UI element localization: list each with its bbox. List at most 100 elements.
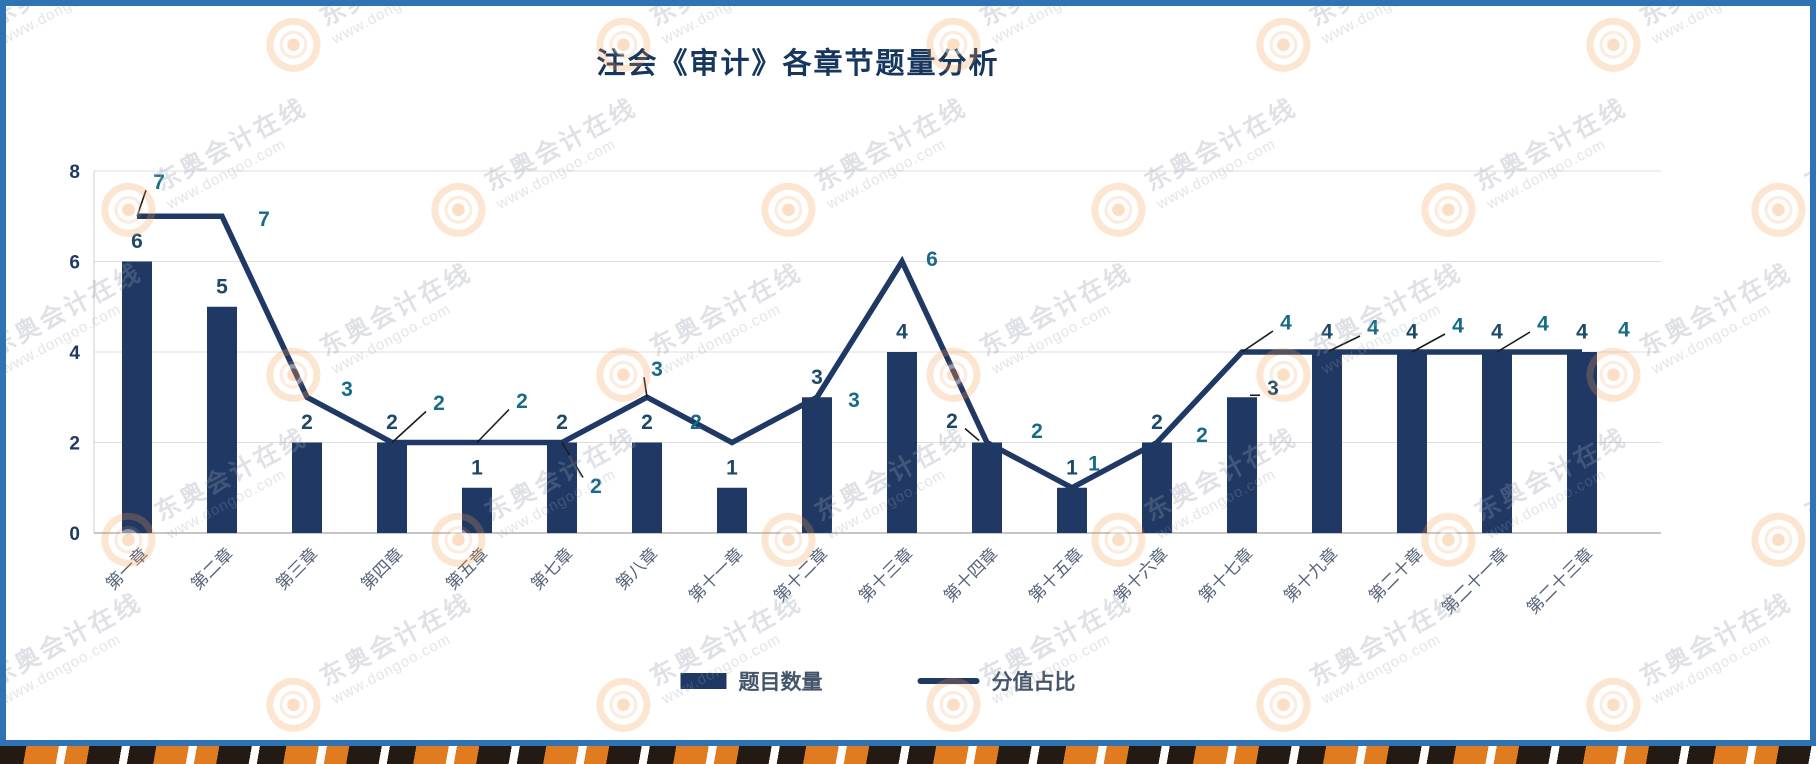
leader-line (1326, 335, 1361, 353)
x-tick-label: 第四章 (357, 544, 406, 593)
bar (802, 397, 832, 533)
x-tick-label: 第十七章 (1195, 544, 1257, 606)
line-value-label: 2 (690, 411, 702, 434)
leader-line (561, 442, 584, 478)
bar-value-label: 2 (301, 411, 313, 434)
bar (1567, 352, 1597, 533)
leader-line (643, 377, 648, 398)
x-tick-label: 第五章 (442, 544, 491, 593)
bar (122, 261, 152, 533)
bar-value-label: 2 (1151, 411, 1163, 434)
bar-value-label: 1 (726, 456, 738, 479)
y-tick-label: 6 (69, 253, 80, 274)
bar-value-label: 1 (471, 456, 483, 479)
bar-value-label: 2 (386, 411, 398, 434)
y-tick-label: 2 (69, 434, 80, 455)
bar (292, 442, 322, 533)
line-value-label: 4 (1537, 313, 1549, 336)
bar-value-label: 5 (216, 275, 228, 298)
bar (462, 487, 492, 533)
line-value-label: 1 (1088, 452, 1100, 475)
x-tick-label: 第十四章 (940, 544, 1002, 606)
chart-title: 注会《审计》各章节题量分析 (596, 48, 1000, 80)
legend-item-line: 分值占比 (917, 666, 1076, 696)
bar (887, 352, 917, 533)
legend-item-bar: 题目数量 (680, 666, 823, 696)
bar (1482, 352, 1512, 533)
x-tick-label: 第十六章 (1110, 544, 1172, 606)
line-value-label: 2 (1031, 420, 1043, 443)
x-tick-label: 第八章 (612, 544, 661, 593)
line-value-label: 2 (590, 475, 602, 498)
x-axis-labels: 第一章 第二章 第三章 第四章 第五章 第七章 第八章 第十一章 第十二章 第十三章 第十四章 第十五… (102, 544, 1596, 618)
x-tick-label: 第十五章 (1025, 544, 1087, 606)
legend-label-line: 分值占比 (991, 671, 1076, 694)
y-axis-labels: 0 2 4 6 8 (69, 162, 80, 545)
bar (1142, 442, 1172, 533)
line-value-label: 2 (516, 390, 528, 413)
y-tick-label: 4 (69, 343, 80, 364)
line-value-label: 3 (341, 378, 353, 401)
bar (547, 442, 577, 533)
leader-line (1496, 331, 1531, 353)
x-tick-label: 第七章 (527, 544, 576, 593)
line-value-label: 2 (1196, 424, 1208, 447)
bar-value-label: 1 (1066, 456, 1078, 479)
bar (1057, 487, 1087, 533)
line-value-label: 3 (848, 389, 860, 412)
bar-value-label: 4 (1406, 321, 1418, 344)
bar-value-label: 4 (896, 321, 908, 344)
bar (1312, 352, 1342, 533)
x-tick-label: 第十三章 (855, 544, 917, 606)
line-value-label: 4 (1618, 319, 1630, 342)
bar-value-label: 2 (946, 410, 958, 433)
line-swatch-icon (917, 678, 980, 684)
bar (1227, 397, 1257, 533)
x-tick-label: 第二章 (187, 544, 236, 593)
leader-line (136, 189, 147, 217)
line-value-label: 7 (153, 171, 165, 194)
bar-value-label: 3 (811, 366, 823, 389)
bar-value-label: 6 (131, 230, 143, 253)
label-leader-lines (136, 189, 1531, 478)
line-value-label: 7 (258, 208, 270, 231)
bar (377, 442, 407, 533)
bars-series (122, 261, 1597, 533)
bar-value-label: 3 (1267, 377, 1279, 400)
leader-line (391, 410, 427, 444)
x-tick-label: 第三章 (272, 544, 321, 593)
bar-value-label: 4 (1321, 321, 1333, 344)
x-tick-label: 第十九章 (1280, 544, 1342, 606)
line-value-label: 4 (1452, 315, 1464, 338)
leader-line (1411, 333, 1446, 353)
y-tick-label: 8 (69, 162, 80, 183)
chart: 0 2 4 6 8 第一章 第二章 第三章 第四章 第五章 第七章 第八章 第十一章 第十二章 第十三章 第十… (69, 162, 1661, 618)
x-tick-label: 第二十三章 (1523, 544, 1597, 618)
line-value-label: 6 (926, 248, 938, 271)
line-value-label: 2 (433, 392, 445, 415)
bar-swatch-icon (680, 673, 727, 689)
bar (972, 442, 1002, 533)
leader-line (964, 427, 980, 442)
bar (632, 442, 662, 533)
bottom-banner (0, 746, 1816, 764)
legend-label-bar: 题目数量 (738, 671, 823, 694)
bar-value-label: 2 (641, 411, 653, 434)
bar (207, 306, 237, 533)
leader-line (476, 408, 510, 444)
line-value-label: 3 (651, 358, 663, 381)
bar-value-label: 2 (556, 411, 568, 434)
y-tick-label: 0 (69, 524, 80, 545)
bar (717, 487, 747, 533)
legend: 题目数量 分值占比 (680, 666, 1076, 696)
line-value-label: 4 (1280, 312, 1292, 335)
bar (1397, 352, 1427, 533)
bar-value-label: 4 (1491, 321, 1503, 344)
x-tick-label: 第二十一章 (1438, 544, 1512, 618)
x-tick-label: 第二十章 (1365, 544, 1427, 606)
x-tick-label: 第十一章 (685, 544, 747, 606)
line-series (137, 213, 1582, 491)
chart-page: 注会《审计》各章节题量分析 0 2 4 6 8 第一章 第二章 第三章 第四章 第五章 第七章 第八章… (0, 0, 1816, 746)
